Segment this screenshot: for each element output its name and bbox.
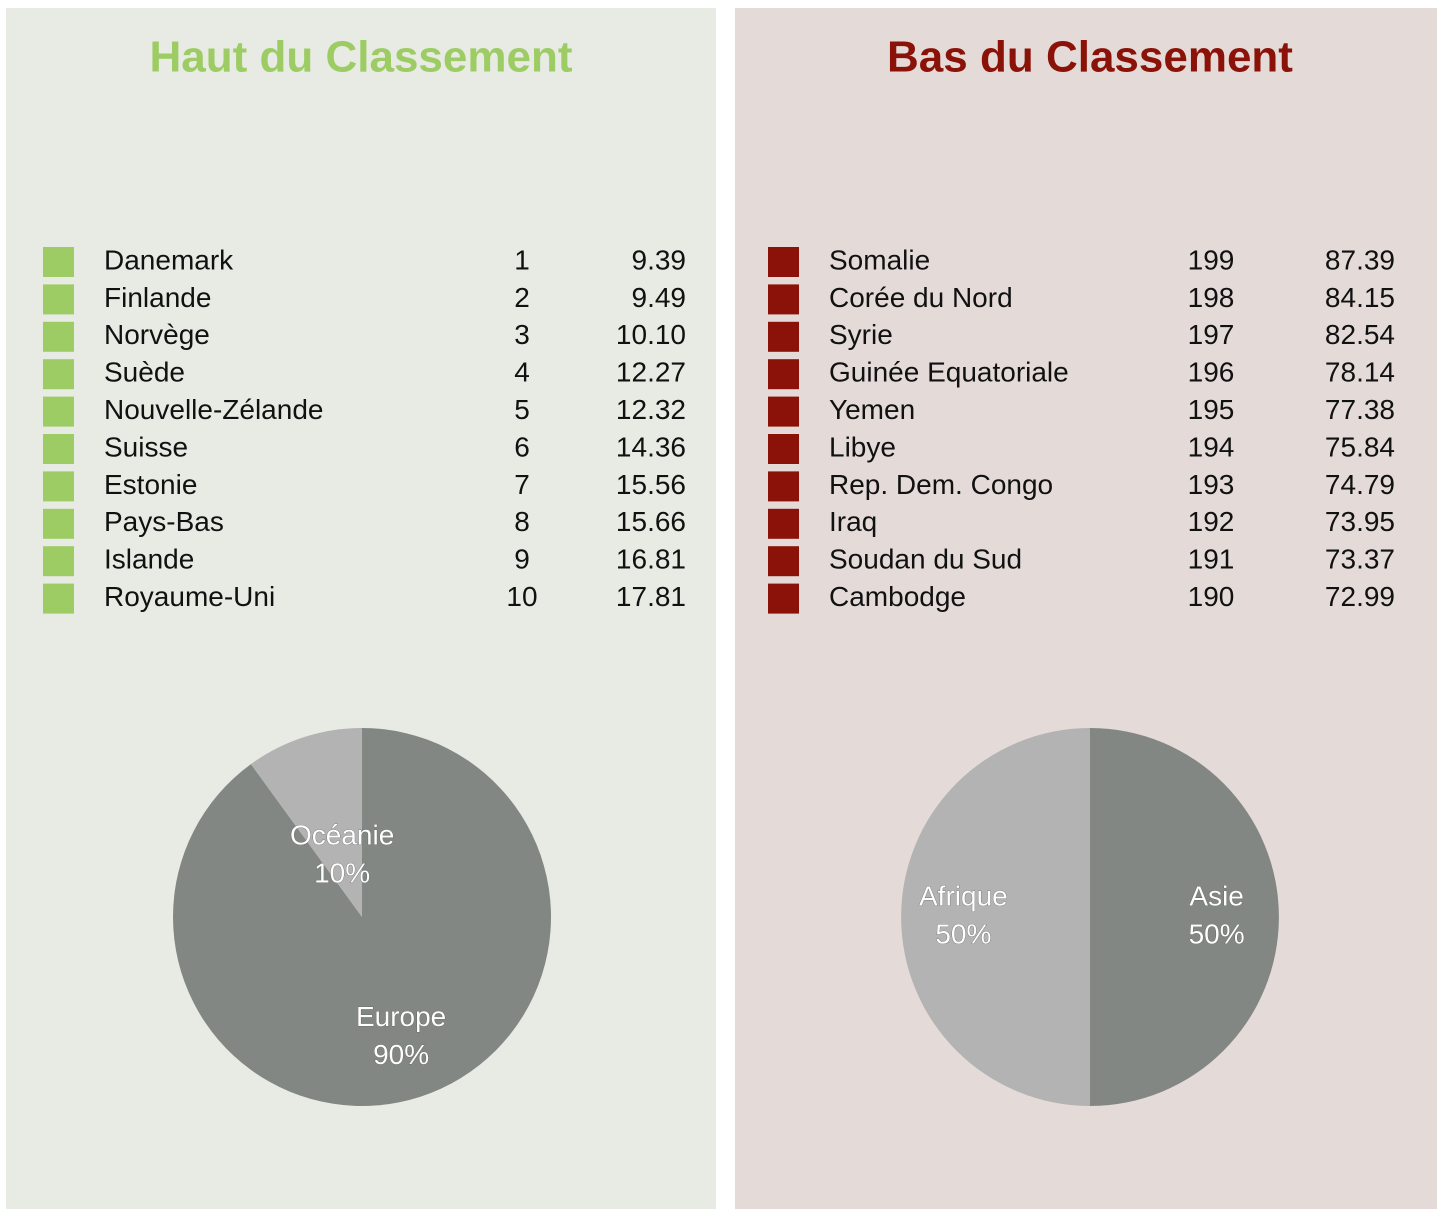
slice-label: Océanie: [290, 819, 394, 850]
country: Syrie: [829, 319, 893, 350]
rank: 8: [514, 506, 530, 537]
country: Soudan du Sud: [829, 544, 1022, 575]
rank: 190: [1188, 581, 1235, 612]
legend-square: [768, 247, 799, 277]
slice-value: 10%: [314, 857, 370, 888]
score: 82.54: [1325, 319, 1395, 350]
legend-square: [43, 284, 74, 315]
rank: 199: [1188, 244, 1235, 275]
slice-value: 50%: [935, 918, 991, 949]
panel-title: Bas du Classement: [887, 33, 1293, 82]
score: 14.36: [616, 431, 686, 462]
country: Yemen: [829, 394, 915, 425]
country: Suède: [104, 357, 185, 388]
score: 15.66: [616, 506, 686, 537]
legend-square: [43, 546, 74, 577]
score: 75.84: [1325, 431, 1395, 462]
rank: 192: [1188, 506, 1235, 537]
score: 10.10: [616, 319, 686, 350]
country: Corée du Nord: [829, 282, 1013, 313]
score: 84.15: [1325, 282, 1395, 313]
score: 9.39: [632, 244, 687, 275]
score: 12.32: [616, 394, 686, 425]
slice-label: Asie: [1189, 880, 1243, 911]
pie-slice: [250, 728, 362, 917]
country: Royaume-Uni: [104, 581, 275, 612]
legend-square: [768, 284, 799, 315]
legend-square: [768, 321, 799, 352]
rank: 6: [514, 431, 530, 462]
score: 87.39: [1325, 244, 1395, 275]
rank: 191: [1188, 544, 1235, 575]
rank: 3: [514, 319, 530, 350]
score: 12.27: [616, 357, 686, 388]
legend-square: [768, 508, 799, 539]
rank: 7: [514, 469, 530, 500]
rank: 198: [1188, 282, 1235, 313]
country: Pays-Bas: [104, 506, 224, 537]
country: Nouvelle-Zélande: [104, 394, 323, 425]
score: 16.81: [616, 544, 686, 575]
country: Finlande: [104, 282, 211, 313]
score: 78.14: [1325, 357, 1395, 388]
country: Danemark: [104, 244, 234, 275]
legend-square: [768, 396, 799, 427]
rank: 194: [1188, 431, 1235, 462]
legend-square: [43, 396, 74, 427]
slice-value: 50%: [1189, 918, 1245, 949]
score: 77.38: [1325, 394, 1395, 425]
legend-square: [43, 434, 74, 464]
country: Estonie: [104, 469, 197, 500]
score: 74.79: [1325, 469, 1395, 500]
legend-square: [768, 583, 799, 614]
score: 15.56: [616, 469, 686, 500]
panel-title: Haut du Classement: [150, 33, 573, 82]
score: 9.49: [632, 282, 687, 313]
legend-square: [43, 247, 74, 277]
legend-square: [768, 359, 799, 390]
legend-square: [768, 546, 799, 577]
rank: 5: [514, 394, 530, 425]
rank: 197: [1188, 319, 1235, 350]
rank: 2: [514, 282, 530, 313]
legend-square: [768, 471, 799, 502]
score: 73.37: [1325, 544, 1395, 575]
legend-square: [43, 471, 74, 502]
pie-slice: [1090, 728, 1279, 1106]
country: Cambodge: [829, 581, 966, 612]
country: Somalie: [829, 244, 930, 275]
slice-label: Europe: [356, 1001, 446, 1032]
country: Islande: [104, 544, 194, 575]
rank: 1: [514, 244, 530, 275]
rank: 10: [506, 581, 537, 612]
rank: 9: [514, 544, 530, 575]
pie-slice: [901, 728, 1090, 1106]
score: 73.95: [1325, 506, 1395, 537]
country: Iraq: [829, 506, 877, 537]
slice-label: Afrique: [919, 880, 1008, 911]
country: Suisse: [104, 431, 188, 462]
score: 17.81: [616, 581, 686, 612]
legend-square: [43, 583, 74, 614]
rank: 4: [514, 357, 530, 388]
score: 72.99: [1325, 581, 1395, 612]
country: Norvège: [104, 319, 210, 350]
slice-value: 90%: [373, 1039, 429, 1070]
legend-square: [43, 508, 74, 539]
rank: 195: [1188, 394, 1235, 425]
country: Rep. Dem. Congo: [829, 469, 1053, 500]
rank: 196: [1188, 357, 1235, 388]
legend-square: [43, 321, 74, 352]
rank: 193: [1188, 469, 1235, 500]
legend-square: [43, 359, 74, 390]
legend-square: [768, 434, 799, 464]
country: Guinée Equatoriale: [829, 357, 1069, 388]
country: Libye: [829, 431, 896, 462]
